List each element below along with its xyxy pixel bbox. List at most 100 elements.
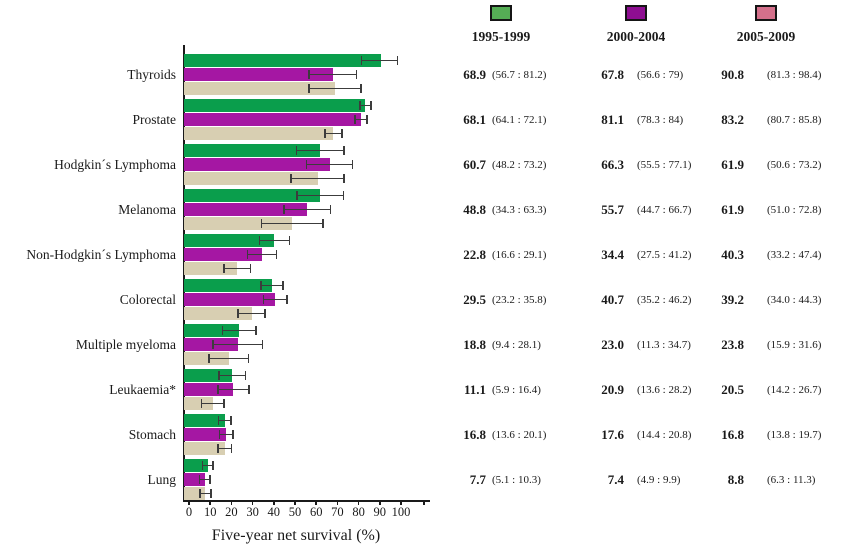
error-bar-cap-low	[208, 354, 210, 363]
table-value: 40.3	[721, 246, 744, 262]
error-bar-cap-high	[247, 354, 250, 363]
bar-2000-2004	[184, 158, 330, 171]
error-bar-cap-high	[341, 129, 343, 138]
error-bar-cap-low	[217, 385, 219, 394]
table-value: 68.1	[463, 111, 486, 127]
error-bar-2005-2009	[360, 104, 371, 107]
table-confidence-interval: (14.4 : 20.8)	[637, 429, 692, 441]
error-bar-2000-2004	[308, 73, 357, 76]
x-axis-tick	[209, 500, 211, 505]
table-value: 61.9	[721, 201, 744, 217]
table-confidence-interval: (16.6 : 29.1)	[492, 249, 547, 261]
error-bar-cap-high	[264, 309, 266, 318]
x-axis-tick	[251, 500, 254, 505]
y-axis-line	[183, 45, 185, 501]
x-axis-tick	[273, 500, 275, 505]
bar-2005-2009	[184, 234, 275, 247]
error-bar-1995-1999	[309, 87, 362, 90]
bar-1995-1999	[184, 397, 213, 410]
error-bar-cap-high	[355, 70, 358, 79]
table-confidence-interval: (14.2 : 26.7)	[767, 384, 822, 396]
category-label: Leukaemia*	[109, 381, 176, 397]
error-bar-1995-1999	[217, 447, 232, 450]
table-confidence-interval: (34.3 : 63.3)	[492, 204, 547, 216]
error-bar-cap-high	[342, 191, 345, 200]
period-header-2005-2009: 2005-2009	[736, 29, 796, 44]
table-confidence-interval: (13.6 : 28.2)	[637, 384, 692, 396]
error-bar-cap-low	[324, 129, 326, 138]
error-bar-cap-high	[366, 115, 368, 124]
table-confidence-interval: (51.0 : 72.8)	[767, 204, 822, 216]
legend-swatch-2005-2009	[755, 5, 777, 21]
error-bar-2005-2009	[296, 149, 345, 152]
error-bar-cap-high	[210, 489, 212, 498]
error-bar-cap-high	[230, 416, 232, 425]
error-bar-cap-high	[329, 205, 332, 214]
error-bar-cap-high	[275, 250, 278, 259]
table-value: 23.8	[721, 336, 744, 352]
error-bar-1995-1999	[238, 312, 265, 315]
bar-2000-2004	[184, 203, 308, 216]
x-axis-tick-label: 10	[203, 505, 217, 519]
error-bar-cap-high	[396, 56, 399, 65]
table-value: 67.8	[601, 66, 624, 82]
bar-2000-2004	[184, 293, 276, 306]
error-bar-cap-high	[244, 371, 247, 380]
x-axis-tick	[379, 500, 381, 505]
x-axis-tick-label: 100	[391, 505, 411, 519]
x-axis-tick-label: 60	[309, 505, 323, 519]
table-value: 20.5	[721, 381, 744, 397]
error-bar-2000-2004	[199, 478, 210, 481]
bar-2005-2009	[184, 99, 366, 112]
bar-1995-1999	[184, 307, 252, 320]
bar-1995-1999	[184, 127, 334, 140]
category-label: Stomach	[128, 426, 176, 442]
error-bar-cap-high	[248, 385, 250, 394]
error-bar-cap-high	[261, 340, 264, 349]
legend-swatch-1995-1999	[490, 5, 512, 21]
category-label: Prostate	[132, 111, 177, 127]
x-axis-tick-label: 50	[288, 505, 302, 519]
error-bar-cap-low	[305, 160, 308, 169]
x-axis-tick	[336, 500, 339, 505]
error-bar-2005-2009	[261, 284, 283, 287]
error-bar-2005-2009	[222, 329, 256, 332]
bar-2005-2009	[184, 369, 233, 382]
table-value: 55.7	[601, 201, 624, 217]
table-confidence-interval: (78.3 : 84)	[637, 114, 684, 126]
error-bar-2000-2004	[219, 433, 234, 436]
table-confidence-interval: (80.7 : 85.8)	[767, 114, 822, 126]
table-value: 23.0	[601, 336, 624, 352]
table-confidence-interval: (5.9 : 16.4)	[492, 384, 541, 396]
error-bar-1995-1999	[291, 177, 345, 180]
bar-2005-2009	[184, 414, 225, 427]
error-bar-cap-high	[223, 399, 225, 408]
table-confidence-interval: (13.8 : 19.7)	[767, 429, 822, 441]
error-bar-2005-2009	[259, 239, 290, 242]
bar-2000-2004	[184, 383, 234, 396]
error-bar-2005-2009	[219, 374, 246, 377]
error-bar-cap-low	[218, 430, 221, 439]
table-value: 60.7	[463, 156, 486, 172]
error-bar-2000-2004	[217, 388, 249, 391]
bar-2005-2009	[184, 144, 321, 157]
table-value: 22.8	[463, 246, 486, 262]
error-bar-1995-1999	[199, 492, 211, 495]
error-bar-cap-low	[258, 236, 261, 245]
table-value: 17.6	[601, 426, 624, 442]
table-value: 7.4	[607, 471, 624, 487]
error-bar-cap-low	[217, 416, 219, 425]
table-value: 16.8	[463, 426, 486, 442]
error-bar-cap-low	[360, 56, 363, 65]
table-confidence-interval: (64.1 : 72.1)	[492, 114, 547, 126]
x-axis-tick-label: 0	[185, 505, 193, 519]
x-axis-end-tick	[423, 500, 425, 505]
error-bar-cap-low	[359, 101, 361, 110]
table-value: 39.2	[721, 291, 744, 307]
table-confidence-interval: (34.0 : 44.3)	[767, 294, 822, 306]
table-confidence-interval: (15.9 : 31.6)	[767, 339, 822, 351]
error-bar-cap-high	[343, 174, 345, 183]
x-axis-tick-label: 30	[246, 505, 259, 519]
table-confidence-interval: (56.6 : 79)	[637, 69, 684, 81]
table-confidence-interval: (81.3 : 98.4)	[767, 69, 822, 81]
